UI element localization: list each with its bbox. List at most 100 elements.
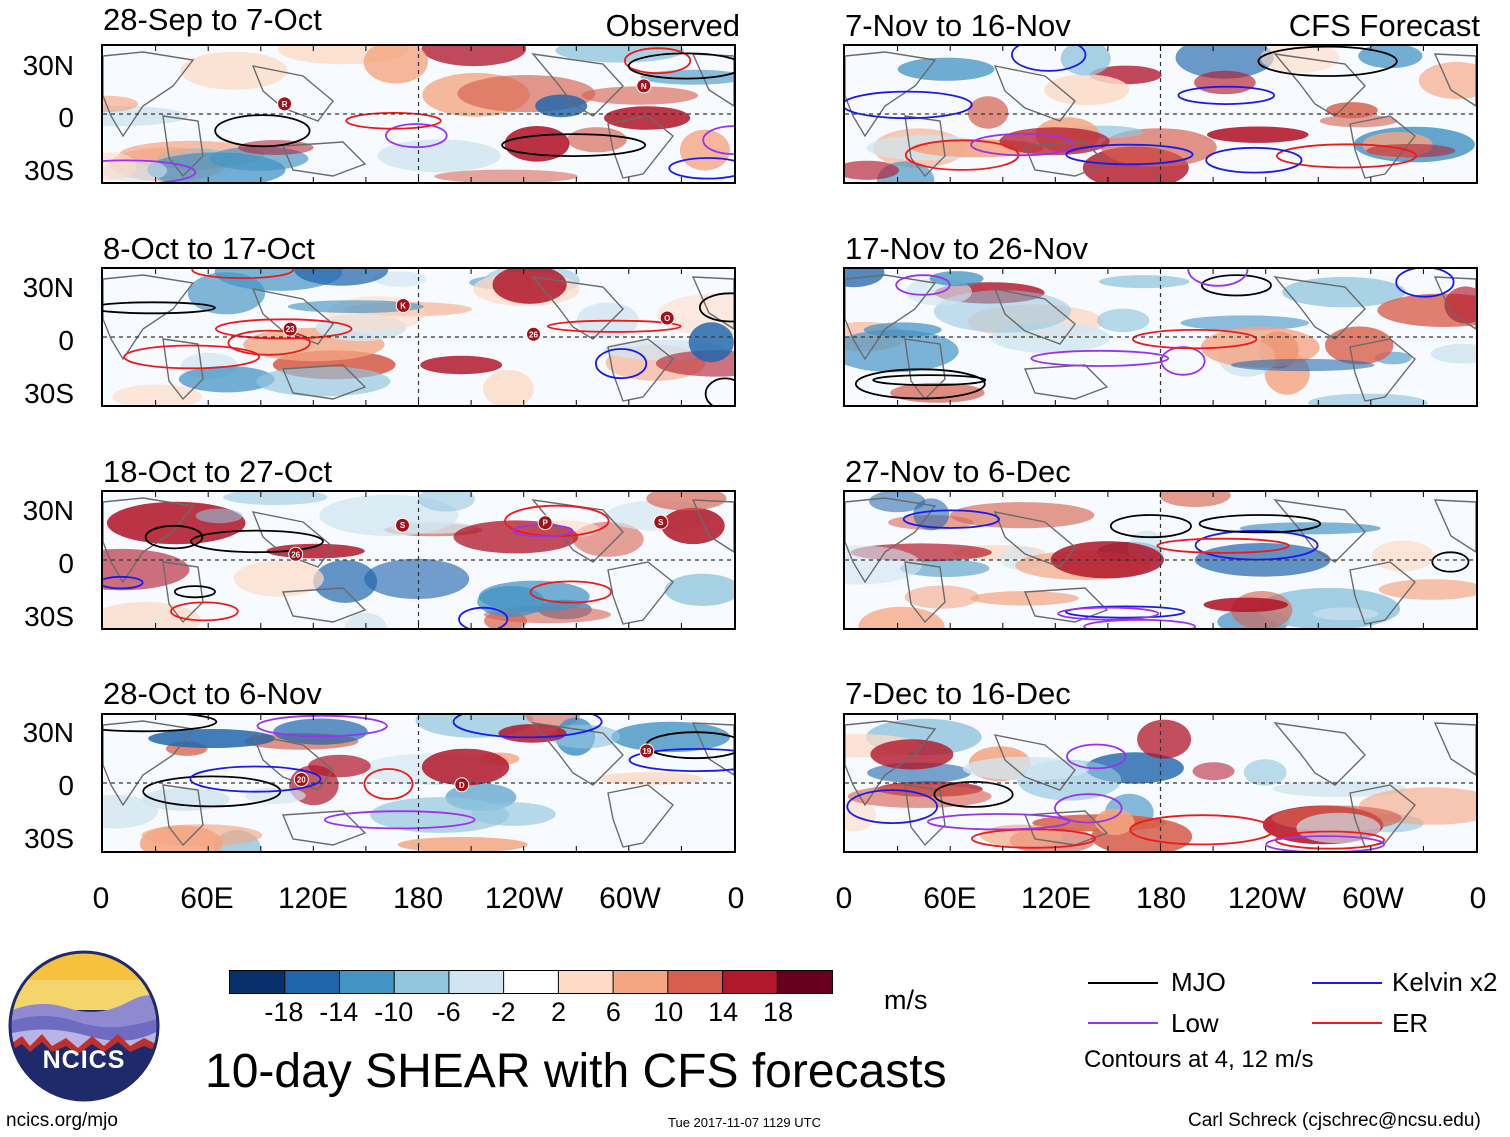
lat-label-eq: 0 xyxy=(58,325,74,356)
wave-contour xyxy=(458,606,509,628)
positive-shear-anomaly xyxy=(233,560,324,597)
positive-shear-anomaly xyxy=(434,169,578,182)
colorbar-swatch xyxy=(558,971,614,993)
colorbar-tick-label: 2 xyxy=(550,997,566,1027)
negative-shear-anomaly xyxy=(1180,315,1310,331)
wave-contour xyxy=(1132,328,1258,350)
coastline xyxy=(1023,364,1109,400)
legend-mjo-label: MJO xyxy=(1171,967,1226,997)
positive-shear-anomaly xyxy=(1192,762,1235,781)
wave-contour xyxy=(501,133,647,157)
colorbar-swatch xyxy=(230,971,286,993)
coastline xyxy=(1023,141,1109,177)
storm-marker: R xyxy=(277,96,293,112)
wave-contour xyxy=(970,133,1075,157)
positive-shear-anomaly xyxy=(661,507,725,545)
positive-shear-anomaly xyxy=(1260,46,1340,73)
negative-shear-anomaly xyxy=(1272,780,1407,797)
storm-marker: S xyxy=(653,514,669,530)
negative-shear-anomaly xyxy=(1430,343,1476,364)
coastline xyxy=(1273,53,1366,117)
wave-contour xyxy=(1431,551,1470,573)
storm-icon xyxy=(653,514,669,530)
legend-er-line xyxy=(1312,1022,1382,1024)
map-panel-forecast-1 xyxy=(843,44,1478,184)
colorbar-tick-label: 10 xyxy=(653,997,684,1027)
negative-shear-anomaly xyxy=(141,788,230,811)
wave-contour xyxy=(214,318,353,340)
wave-contour xyxy=(1054,793,1123,824)
coastline xyxy=(531,276,624,340)
wave-contour xyxy=(1109,514,1192,539)
panel-title-observed-2: 8-Oct to 17-Oct xyxy=(103,231,315,266)
positive-shear-anomaly xyxy=(604,106,691,130)
negative-shear-anomaly xyxy=(555,46,685,63)
coastline xyxy=(251,511,334,568)
colorbar-swatch xyxy=(339,971,395,993)
wave-contour xyxy=(971,828,1096,849)
lon-label: 60E xyxy=(923,882,977,915)
positive-shear-anomaly xyxy=(112,384,202,405)
wave-contour xyxy=(1187,269,1249,287)
negative-shear-anomaly xyxy=(962,756,1090,781)
wave-contour xyxy=(227,329,311,356)
negative-shear-anomaly xyxy=(611,721,731,753)
lat-label-30n: 30N xyxy=(22,272,74,303)
wave-contour xyxy=(1200,274,1272,297)
storm-label: 19 xyxy=(642,747,651,756)
lon-label: 0 xyxy=(1469,882,1487,915)
negative-shear-anomaly xyxy=(1313,607,1378,621)
storm-label: D xyxy=(459,781,465,790)
wave-contour xyxy=(628,748,734,772)
map-canvas xyxy=(845,715,1476,851)
footer-timestamp: Tue 2017-11-07 1129 UTC xyxy=(668,1115,821,1130)
storm-label: 26 xyxy=(291,550,300,559)
wave-contour xyxy=(123,344,261,370)
wave-contour xyxy=(1083,619,1196,628)
storm-label: N xyxy=(641,82,647,91)
map-panel-forecast-3 xyxy=(843,490,1478,630)
negative-shear-anomaly xyxy=(313,560,378,603)
negative-shear-anomaly xyxy=(1099,275,1190,289)
storm-label: K xyxy=(400,302,406,311)
negative-shear-anomaly xyxy=(148,729,275,748)
map-panel-observed-3: 26 S P S xyxy=(101,490,736,630)
negative-shear-anomaly xyxy=(103,794,158,829)
coastline xyxy=(531,499,624,563)
storm-label: 26 xyxy=(529,330,538,339)
coastline xyxy=(845,274,937,361)
positive-shear-anomaly xyxy=(180,51,288,90)
positive-shear-anomaly xyxy=(581,86,699,105)
wave-contour xyxy=(256,715,388,738)
wave-contour xyxy=(323,810,476,830)
positive-shear-anomaly xyxy=(1326,102,1378,119)
panel-title-forecast-4: 7-Dec to 16-Dec xyxy=(845,676,1071,711)
coastline xyxy=(251,288,334,345)
colorbar-tick-label: 14 xyxy=(708,997,739,1027)
negative-shear-anomaly xyxy=(370,797,510,833)
map-panel-observed-2: 23 K 26 O xyxy=(101,267,736,407)
positive-shear-anomaly xyxy=(567,127,627,153)
storm-icon xyxy=(293,772,309,787)
coastline xyxy=(691,499,734,553)
negative-shear-anomaly xyxy=(245,787,306,804)
negative-shear-anomaly xyxy=(287,300,424,313)
wave-contour xyxy=(1065,605,1186,619)
coastline xyxy=(281,587,367,623)
coastline xyxy=(1433,53,1476,107)
legend-contour-note: Contours at 4, 12 m/s xyxy=(1084,1046,1314,1073)
wave-contour xyxy=(927,813,1070,831)
positive-shear-anomaly xyxy=(237,140,314,155)
lat-label-30s: 30S xyxy=(24,155,74,186)
positive-shear-anomaly xyxy=(1101,128,1217,167)
coastline xyxy=(993,734,1076,791)
colorbar-tick-label: -6 xyxy=(436,997,461,1027)
coastline xyxy=(281,364,367,400)
coastline xyxy=(1349,784,1416,848)
wave-contour xyxy=(895,274,951,296)
footer-url[interactable]: ncics.org/mjo xyxy=(6,1110,118,1131)
panel-title-forecast-3: 27-Nov to 6-Dec xyxy=(845,454,1071,489)
map-canvas: 23 K 26 O xyxy=(103,269,734,405)
wave-contour xyxy=(1030,349,1170,367)
negative-shear-anomaly xyxy=(195,508,243,524)
